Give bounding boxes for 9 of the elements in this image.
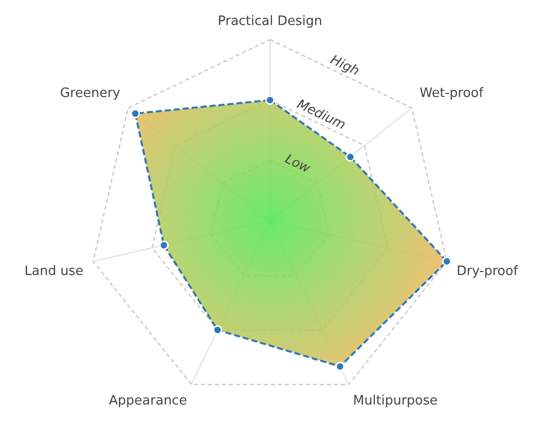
spoke-label: Wet-proof	[420, 86, 484, 102]
y-tick-label: High	[328, 52, 362, 80]
spoke-label: Multipurpose	[353, 394, 438, 409]
spoke-label: Appearance	[108, 394, 187, 409]
spoke-label: Land use	[24, 264, 84, 279]
spoke-label: Greenery	[60, 86, 121, 102]
spoke-label: Practical Design	[218, 14, 322, 30]
y-tick-label: Low	[282, 152, 313, 177]
spoke-label: Dry-proof	[456, 264, 518, 279]
